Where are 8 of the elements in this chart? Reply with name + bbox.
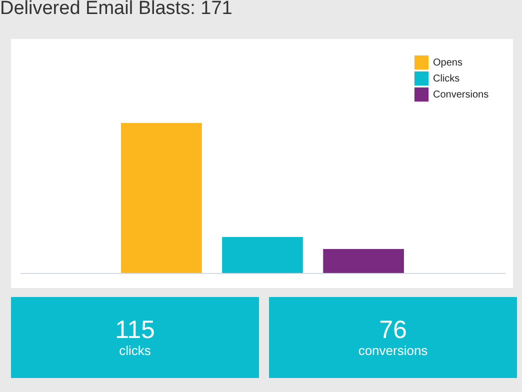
legend-label: Conversions [433, 90, 489, 100]
category-label: clicks [118, 343, 152, 359]
legend-label: Clicks [433, 74, 460, 84]
chart-title: Delivered Email Blasts: 171 [0, 0, 232, 20]
data-label: 115 [114, 316, 156, 344]
legend-label: Opens [433, 58, 462, 68]
data-label: 76 [378, 316, 408, 344]
category-label: conversions [357, 343, 429, 359]
